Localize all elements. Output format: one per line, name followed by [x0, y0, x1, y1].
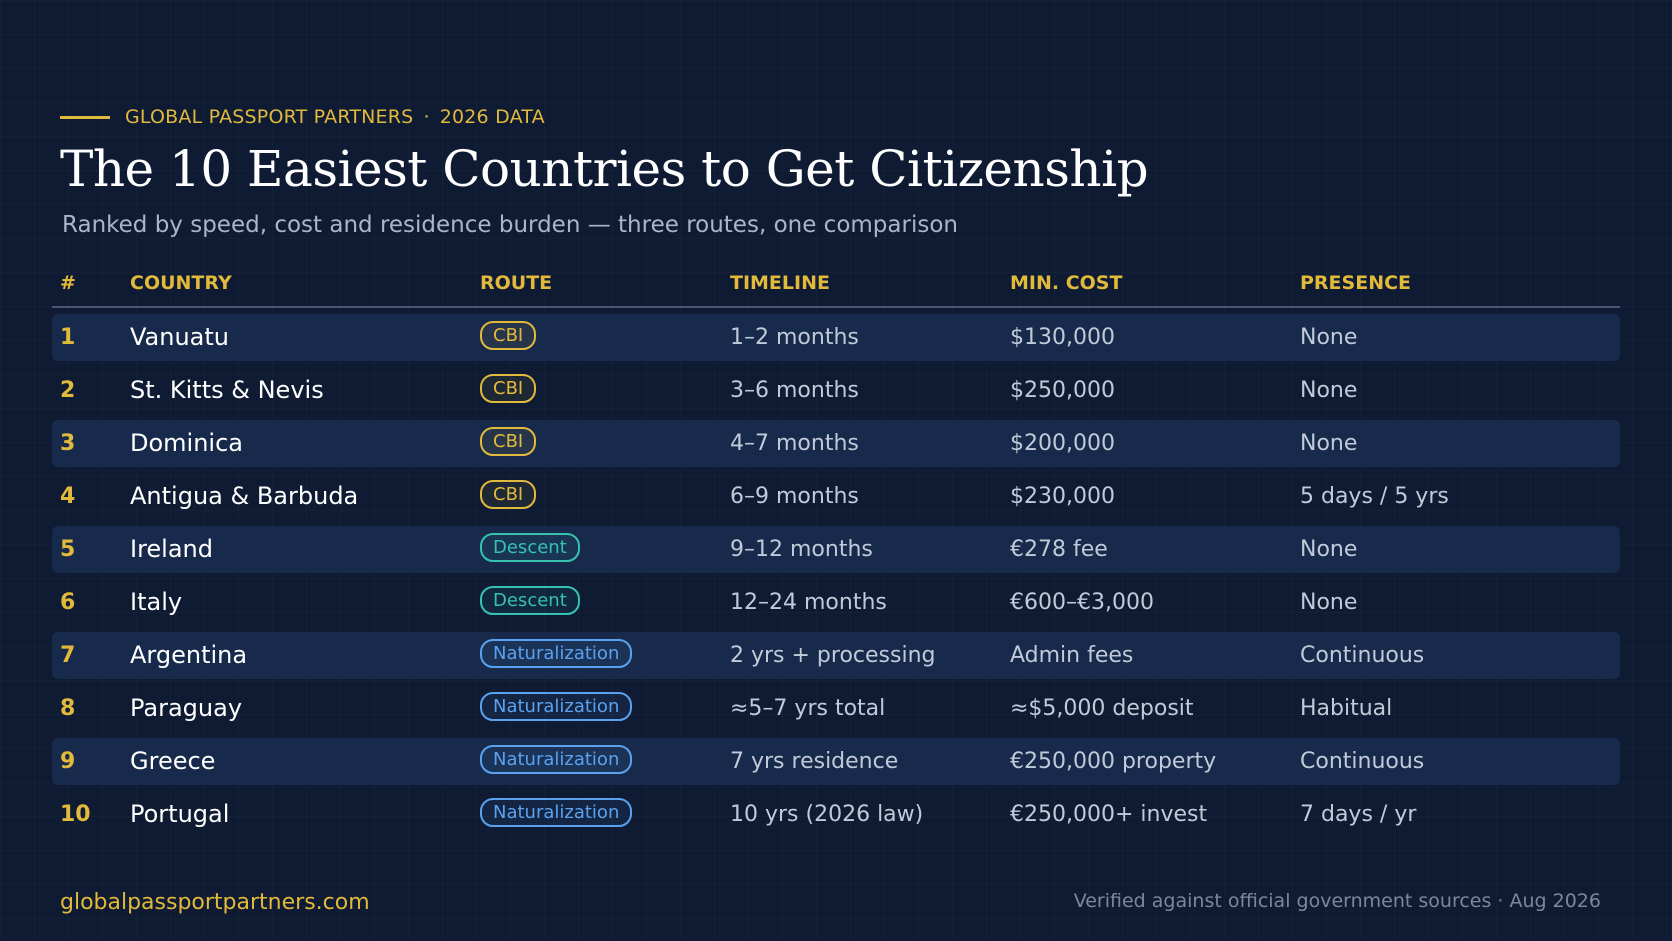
- country-cell: Antigua & Barbuda: [130, 482, 359, 510]
- timeline-cell: 9–12 months: [730, 537, 873, 562]
- presence-cell: Habitual: [1300, 696, 1393, 721]
- presence-cell: Continuous: [1300, 749, 1425, 774]
- rank-cell: 4: [60, 484, 76, 509]
- route-cell: Naturalization: [480, 632, 633, 679]
- eyebrow: GLOBAL PASSPORT PARTNERS · 2026 DATA: [60, 106, 545, 128]
- route-cell: CBI: [480, 420, 537, 467]
- table-row: 3 Dominica CBI 4–7 months $200,000 None: [52, 420, 1620, 467]
- table-row: 8 Paraguay Naturalization ≈5–7 yrs total ≈$5…: [52, 685, 1620, 732]
- timeline-cell: 2 yrs + processing: [730, 643, 936, 668]
- timeline-cell: 1–2 months: [730, 325, 859, 350]
- min-cost-cell: $200,000: [1010, 431, 1115, 456]
- route-badge: CBI: [480, 320, 537, 350]
- table-row: 7 Argentina Naturalization 2 yrs + processi…: [52, 632, 1620, 679]
- table-body: 1 Vanuatu CBI 1–2 months $130,000 None 2 St. Ki…: [52, 314, 1620, 838]
- citizenship-table: # COUNTRY ROUTE TIMELINE MIN. COST PRESE…: [52, 262, 1620, 838]
- timeline-cell: 7 yrs residence: [730, 749, 899, 774]
- route-cell: Naturalization: [480, 791, 633, 838]
- table-header: # COUNTRY ROUTE TIMELINE MIN. COST PRESE…: [52, 262, 1620, 308]
- country-cell: Greece: [130, 747, 216, 775]
- eyebrow-tag: 2026 DATA: [439, 106, 545, 128]
- route-cell: Naturalization: [480, 738, 633, 785]
- min-cost-cell: €600–€3,000: [1010, 590, 1154, 615]
- rank-cell: 5: [60, 537, 76, 562]
- presence-cell: 5 days / 5 yrs: [1300, 484, 1449, 509]
- route-badge: Naturalization: [480, 691, 633, 721]
- country-cell: Dominica: [130, 429, 243, 457]
- min-cost-cell: €278 fee: [1010, 537, 1108, 562]
- presence-cell: Continuous: [1300, 643, 1425, 668]
- rank-cell: 10: [60, 802, 91, 827]
- route-badge: Descent: [480, 532, 580, 562]
- country-cell: Vanuatu: [130, 323, 230, 351]
- rank-cell: 9: [60, 749, 76, 774]
- min-cost-cell: ≈$5,000 deposit: [1010, 696, 1194, 721]
- route-badge: Descent: [480, 585, 580, 615]
- rank-cell: 1: [60, 325, 76, 350]
- header-rank: #: [60, 272, 76, 294]
- route-cell: CBI: [480, 367, 537, 414]
- route-badge: CBI: [480, 426, 537, 456]
- page-title: The 10 Easiest Countries to Get Citizens…: [60, 140, 1149, 198]
- route-cell: Descent: [480, 579, 580, 626]
- header-timeline: TIMELINE: [730, 272, 830, 294]
- min-cost-cell: $130,000: [1010, 325, 1115, 350]
- eyebrow-rule: [60, 115, 110, 119]
- timeline-cell: 10 yrs (2026 law): [730, 802, 924, 827]
- presence-cell: None: [1300, 537, 1358, 562]
- route-badge: CBI: [480, 373, 537, 403]
- timeline-cell: 12–24 months: [730, 590, 887, 615]
- timeline-cell: ≈5–7 yrs total: [730, 696, 886, 721]
- min-cost-cell: €250,000 property: [1010, 749, 1217, 774]
- presence-cell: None: [1300, 431, 1358, 456]
- table-row: 6 Italy Descent 12–24 months €600–€3,000 None: [52, 579, 1620, 626]
- page-subtitle: Ranked by speed, cost and residence burd…: [62, 212, 958, 238]
- route-badge: Naturalization: [480, 797, 633, 827]
- min-cost-cell: €250,000+ invest: [1010, 802, 1208, 827]
- timeline-cell: 6–9 months: [730, 484, 859, 509]
- source-note: Verified against official government sou…: [1073, 890, 1601, 912]
- presence-cell: 7 days / yr: [1300, 802, 1417, 827]
- eyebrow-brand: GLOBAL PASSPORT PARTNERS: [125, 106, 414, 128]
- rank-cell: 3: [60, 431, 76, 456]
- header-min-cost: MIN. COST: [1010, 272, 1123, 294]
- min-cost-cell: $250,000: [1010, 378, 1115, 403]
- route-cell: Naturalization: [480, 685, 633, 732]
- route-badge: CBI: [480, 479, 537, 509]
- country-cell: Paraguay: [130, 694, 243, 722]
- eyebrow-separator: ·: [423, 106, 430, 128]
- presence-cell: None: [1300, 325, 1358, 350]
- country-cell: St. Kitts & Nevis: [130, 376, 324, 404]
- table-row: 9 Greece Naturalization 7 yrs residence €250…: [52, 738, 1620, 785]
- min-cost-cell: $230,000: [1010, 484, 1115, 509]
- rank-cell: 8: [60, 696, 76, 721]
- timeline-cell: 4–7 months: [730, 431, 859, 456]
- header-country: COUNTRY: [130, 272, 232, 294]
- min-cost-cell: Admin fees: [1010, 643, 1134, 668]
- table-row: 2 St. Kitts & Nevis CBI 3–6 months $250,000 N…: [52, 367, 1620, 414]
- route-cell: Descent: [480, 526, 580, 573]
- table-row: 4 Antigua & Barbuda CBI 6–9 months $230,000 5…: [52, 473, 1620, 520]
- header-presence: PRESENCE: [1300, 272, 1412, 294]
- route-badge: Naturalization: [480, 638, 633, 668]
- table-row: 10 Portugal Naturalization 10 yrs (2026 law…: [52, 791, 1620, 838]
- table-row: 5 Ireland Descent 9–12 months €278 fee None: [52, 526, 1620, 573]
- route-badge: Naturalization: [480, 744, 633, 774]
- presence-cell: None: [1300, 590, 1358, 615]
- country-cell: Portugal: [130, 800, 230, 828]
- country-cell: Argentina: [130, 641, 248, 669]
- website-link[interactable]: globalpassportpartners.com: [60, 890, 370, 915]
- table-row: 1 Vanuatu CBI 1–2 months $130,000 None: [52, 314, 1620, 361]
- route-cell: CBI: [480, 314, 537, 361]
- rank-cell: 2: [60, 378, 76, 403]
- country-cell: Italy: [130, 588, 183, 616]
- header-route: ROUTE: [480, 272, 553, 294]
- country-cell: Ireland: [130, 535, 214, 563]
- route-cell: CBI: [480, 473, 537, 520]
- rank-cell: 6: [60, 590, 76, 615]
- rank-cell: 7: [60, 643, 76, 668]
- presence-cell: None: [1300, 378, 1358, 403]
- timeline-cell: 3–6 months: [730, 378, 859, 403]
